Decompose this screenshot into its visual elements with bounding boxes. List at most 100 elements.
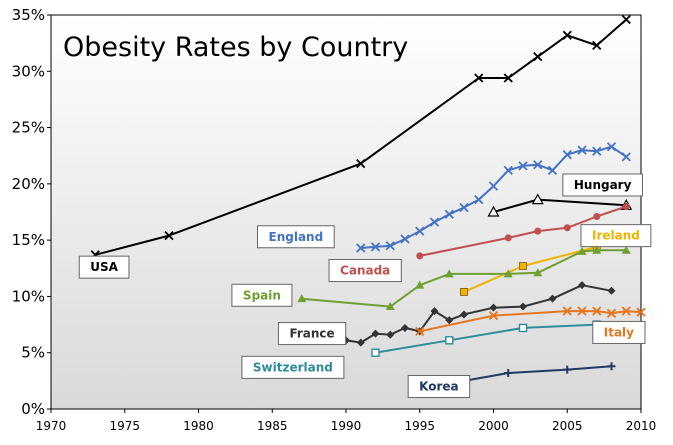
data-point bbox=[164, 231, 174, 241]
data-point bbox=[562, 30, 572, 40]
series-label-text: Ireland bbox=[592, 229, 640, 243]
data-point bbox=[592, 146, 602, 156]
data-point bbox=[636, 307, 646, 317]
data-point bbox=[415, 280, 425, 289]
series-label-text: Switzerland bbox=[253, 360, 333, 374]
label-usa: USA bbox=[78, 255, 130, 279]
data-point bbox=[518, 323, 528, 333]
data-point bbox=[401, 323, 409, 332]
data-point bbox=[400, 234, 410, 244]
data-point bbox=[371, 329, 380, 338]
data-point bbox=[592, 245, 602, 254]
data-point bbox=[533, 160, 543, 170]
data-point bbox=[504, 234, 512, 242]
series-label-text: Hungary bbox=[574, 178, 632, 192]
x-tick-label: 1990 bbox=[331, 419, 362, 433]
data-point bbox=[459, 202, 469, 213]
data-point bbox=[474, 73, 484, 83]
data-point bbox=[606, 308, 617, 318]
data-point bbox=[519, 302, 527, 311]
data-point bbox=[621, 306, 631, 316]
data-point bbox=[488, 310, 499, 321]
data-point bbox=[356, 158, 366, 169]
plot-area bbox=[50, 14, 642, 410]
x-tick-label: 1970 bbox=[36, 419, 67, 433]
data-point bbox=[562, 149, 572, 160]
x-tick-label: 2000 bbox=[478, 419, 509, 433]
series-label-box bbox=[592, 320, 646, 344]
data-point bbox=[577, 246, 587, 255]
data-point bbox=[621, 14, 631, 25]
data-point bbox=[533, 268, 543, 277]
data-point bbox=[370, 242, 381, 252]
data-point bbox=[487, 205, 500, 217]
data-point bbox=[621, 245, 631, 254]
y-tick-label: 15% bbox=[12, 231, 45, 249]
series-label-box bbox=[78, 255, 130, 279]
data-point bbox=[531, 193, 544, 205]
series-england bbox=[356, 142, 631, 253]
series-label-box bbox=[328, 259, 402, 283]
series-label-text: Korea bbox=[419, 379, 459, 393]
x-tick-label: 1980 bbox=[183, 419, 214, 433]
series-label-box bbox=[580, 224, 652, 248]
series-line bbox=[419, 310, 642, 333]
y-tick-label: 0% bbox=[21, 400, 45, 418]
data-point bbox=[593, 213, 601, 221]
series-usa bbox=[90, 14, 631, 260]
series-label-text: Canada bbox=[340, 264, 390, 278]
series-italy bbox=[415, 306, 646, 336]
series-canada bbox=[416, 202, 630, 260]
data-point bbox=[297, 294, 307, 303]
data-point bbox=[386, 330, 395, 339]
data-point bbox=[474, 194, 484, 205]
data-point bbox=[445, 316, 454, 325]
label-ireland: Ireland bbox=[580, 224, 652, 248]
y-tick-label: 20% bbox=[12, 175, 45, 193]
data-point bbox=[489, 303, 498, 312]
series-label-text: England bbox=[269, 230, 324, 244]
series-label-text: Italy bbox=[604, 325, 634, 339]
data-point bbox=[563, 365, 572, 374]
data-point bbox=[592, 306, 602, 316]
y-tick-label: 5% bbox=[21, 344, 45, 362]
data-point bbox=[444, 269, 454, 278]
data-point bbox=[577, 145, 587, 155]
data-point bbox=[621, 152, 631, 162]
label-spain: Spain bbox=[231, 283, 293, 307]
data-point bbox=[533, 52, 543, 62]
data-point bbox=[519, 262, 527, 270]
label-italy: Italy bbox=[592, 320, 646, 344]
data-point bbox=[371, 348, 380, 357]
data-point bbox=[385, 302, 395, 311]
data-point bbox=[548, 294, 557, 303]
series-line bbox=[463, 365, 612, 382]
data-point bbox=[356, 338, 365, 347]
series-line bbox=[419, 205, 627, 257]
y-tick-label: 10% bbox=[12, 287, 45, 305]
series-label-text: France bbox=[289, 327, 334, 341]
label-england: England bbox=[257, 225, 335, 249]
series-label-box bbox=[241, 355, 345, 379]
label-korea: Korea bbox=[407, 374, 471, 398]
data-point bbox=[460, 310, 468, 319]
series-label-text: Spain bbox=[243, 288, 281, 302]
label-canada: Canada bbox=[328, 259, 402, 283]
y-tick-label: 25% bbox=[12, 119, 45, 137]
label-switzerland: Switzerland bbox=[241, 355, 345, 379]
data-point bbox=[430, 307, 439, 316]
series-line bbox=[375, 323, 597, 354]
x-tick-label: 1975 bbox=[109, 419, 140, 433]
data-point bbox=[504, 368, 513, 377]
data-point bbox=[563, 224, 571, 232]
data-point bbox=[547, 165, 558, 175]
data-point bbox=[606, 142, 617, 152]
data-point bbox=[518, 161, 528, 171]
data-point bbox=[429, 217, 440, 227]
data-point bbox=[356, 243, 366, 253]
series-label-box bbox=[407, 374, 471, 398]
data-point bbox=[607, 286, 616, 295]
label-hungary: Hungary bbox=[562, 173, 643, 197]
x-tick-label: 2005 bbox=[552, 419, 583, 433]
